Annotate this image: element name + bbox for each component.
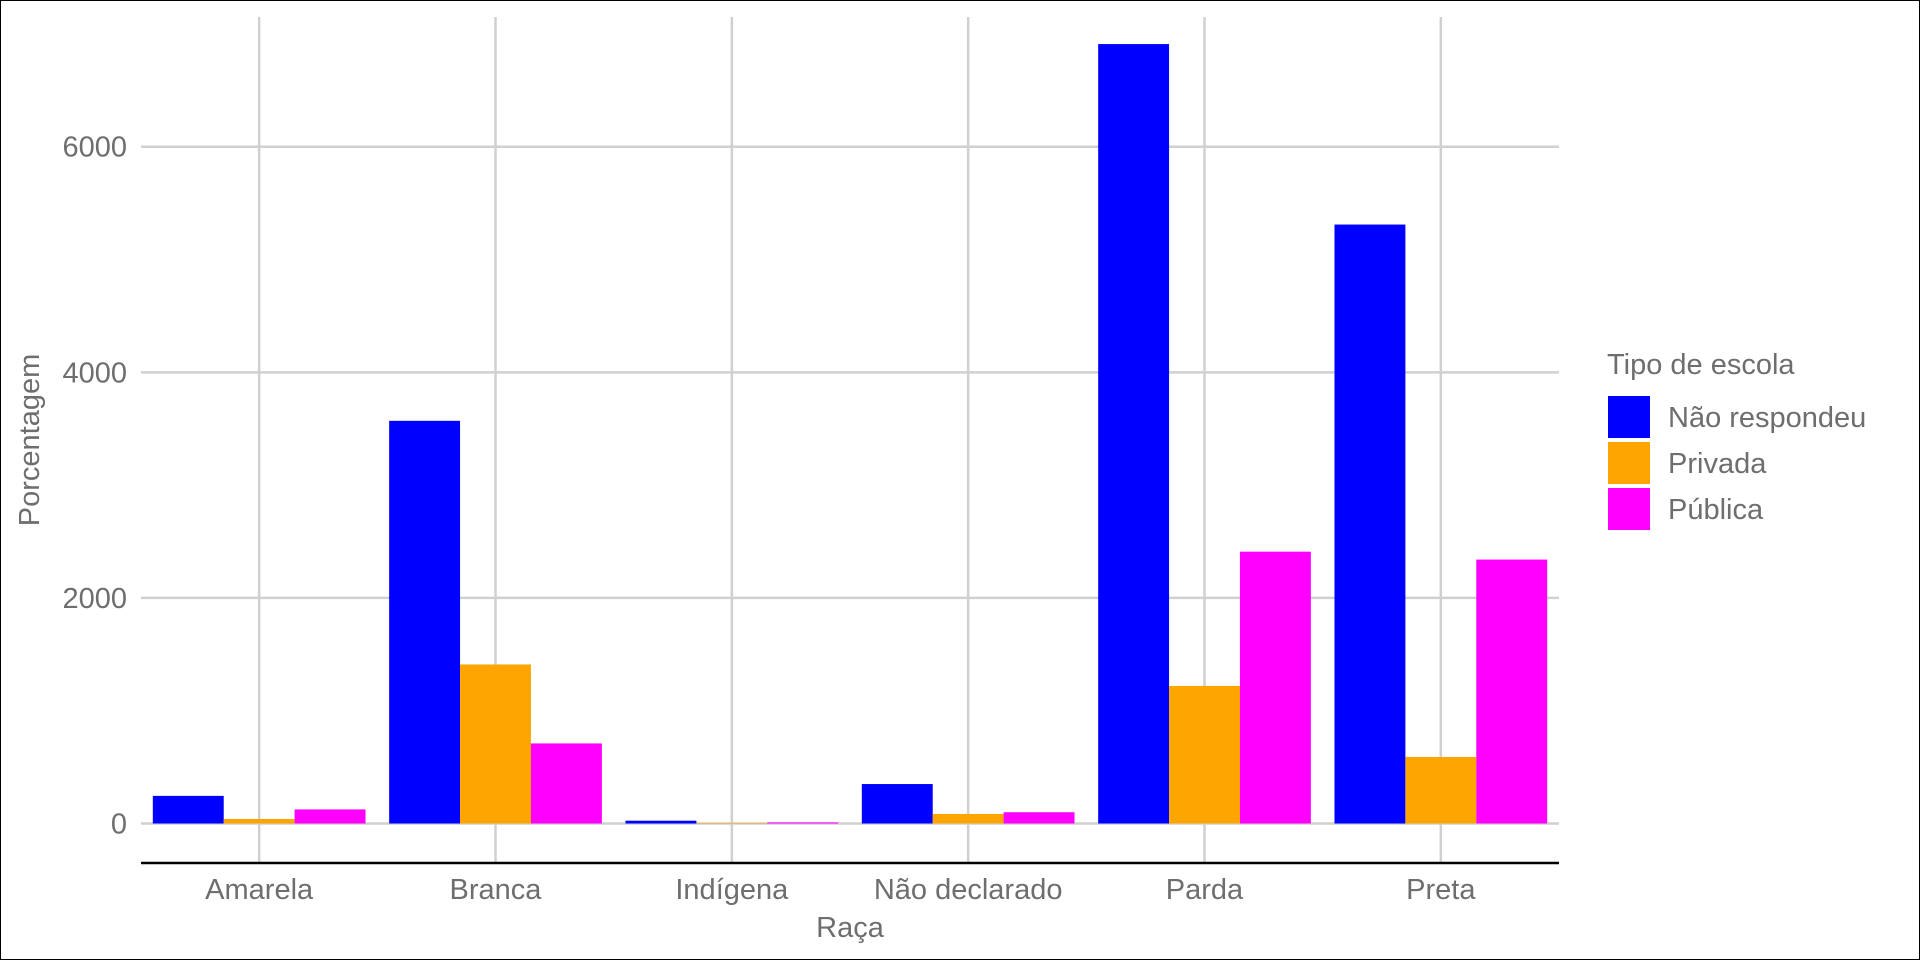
bar: [1098, 44, 1170, 824]
x-gridlines: [257, 17, 1443, 863]
legend: Tipo de escola Não respondeu Privada Públi…: [1607, 349, 1866, 530]
legend-swatch: [1608, 442, 1650, 484]
x-tick-label: Branca: [450, 874, 543, 906]
y-tick-labels: 0 2000 4000 6000: [62, 132, 127, 841]
bar: [389, 420, 461, 824]
x-tick-labels: Amarela Branca Indígena Não declarado Parda P…: [205, 874, 1476, 906]
y-gridlines: [141, 145, 1559, 825]
legend-label: Pública: [1668, 494, 1764, 526]
bar: [223, 819, 295, 824]
legend-items: Não respondeu Privada Pública: [1608, 396, 1866, 530]
bar: [1169, 685, 1240, 824]
bar: [1405, 756, 1477, 824]
bar: [625, 820, 697, 824]
y-tick-label: 2000: [62, 583, 127, 615]
bar: [861, 784, 933, 824]
bars: [152, 44, 1548, 824]
bar: [932, 813, 1004, 824]
legend-swatch: [1608, 488, 1650, 530]
bar: [1239, 551, 1311, 824]
x-tick-label: Preta: [1406, 874, 1476, 906]
bar: [460, 664, 531, 824]
legend-swatch: [1608, 396, 1650, 438]
bar: [1334, 224, 1406, 824]
y-tick-label: 4000: [62, 357, 127, 389]
y-axis-title: Porcentagem: [14, 354, 46, 527]
bar: [152, 795, 224, 824]
legend-label: Privada: [1668, 448, 1767, 480]
bar: [1003, 812, 1075, 824]
x-tick-label: Indígena: [675, 874, 789, 906]
bar: [767, 822, 839, 824]
y-tick-label: 0: [111, 809, 127, 841]
bar: [696, 822, 768, 824]
legend-label: Não respondeu: [1668, 402, 1866, 434]
legend-title: Tipo de escola: [1607, 349, 1795, 381]
x-tick-label: Não declarado: [874, 874, 1063, 906]
bar: [1476, 559, 1548, 824]
bar: [530, 743, 602, 824]
y-tick-label: 6000: [62, 132, 127, 164]
x-axis-title: Raça: [816, 912, 885, 944]
x-tick-label: Parda: [1166, 874, 1244, 906]
bar: [294, 809, 366, 824]
x-tick-label: Amarela: [205, 874, 314, 906]
